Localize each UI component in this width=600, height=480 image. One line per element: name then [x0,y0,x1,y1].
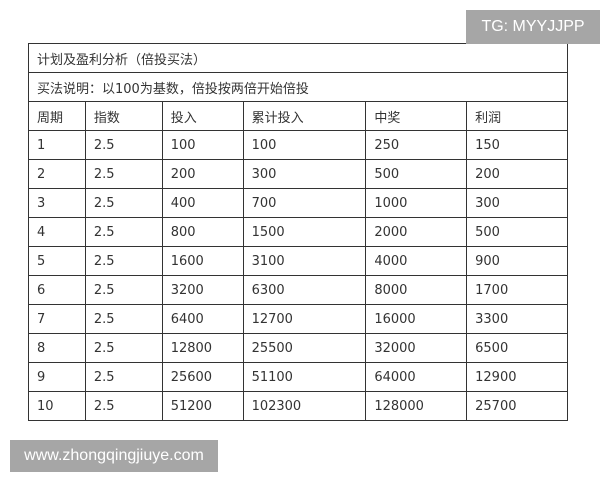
table-cell: 2.5 [84,275,163,305]
table-cell: 12700 [242,304,367,334]
table-row: 8 2.5 12800 25500 32000 6500 [28,333,568,363]
table-cell: 500 [365,159,468,189]
table-cell: 10 [28,391,86,421]
header-cell: 周期 [28,101,86,131]
table-cell: 51100 [242,362,367,392]
table-cell: 2.5 [84,130,163,160]
table-row: 3 2.5 400 700 1000 300 [28,188,568,218]
table-cell: 800 [161,217,244,247]
table-cell: 500 [466,217,568,247]
table-cell: 1500 [242,217,367,247]
table-cell: 2.5 [84,159,163,189]
table-cell: 1000 [365,188,468,218]
table-row: 7 2.5 6400 12700 16000 3300 [28,304,568,334]
table-cell: 1 [28,130,86,160]
table-cell: 6500 [466,333,568,363]
table-cell: 3100 [242,246,367,276]
table-row: 5 2.5 1600 3100 4000 900 [28,246,568,276]
table-cell: 12800 [161,333,244,363]
header-cell: 中奖 [365,101,468,131]
table-cell: 6400 [161,304,244,334]
table-cell: 200 [466,159,568,189]
table-cell: 1600 [161,246,244,276]
table-cell: 2.5 [84,304,163,334]
table-cell: 25500 [242,333,367,363]
table-cell: 100 [242,130,367,160]
table-cell: 64000 [365,362,468,392]
betting-plan-table: 计划及盈利分析（倍投买法） 买法说明：以100为基数，倍投按两倍开始倍投 周期 … [28,43,568,421]
table-cell: 6 [28,275,86,305]
table-cell: 32000 [365,333,468,363]
table-cell: 7 [28,304,86,334]
table-note: 买法说明：以100为基数，倍投按两倍开始倍投 [28,72,568,102]
table-cell: 51200 [161,391,244,421]
table-cell: 25700 [466,391,568,421]
table-cell: 5 [28,246,86,276]
table-cell: 128000 [365,391,468,421]
table-cell: 6300 [242,275,367,305]
table-row: 2 2.5 200 300 500 200 [28,159,568,189]
table-cell: 2.5 [84,391,163,421]
table-cell: 2.5 [84,188,163,218]
header-row: 周期 指数 投入 累计投入 中奖 利润 [28,101,568,131]
table-cell: 2.5 [84,246,163,276]
header-cell: 利润 [466,101,568,131]
table-cell: 4000 [365,246,468,276]
table-cell: 900 [466,246,568,276]
table-cell: 400 [161,188,244,218]
table-cell: 3200 [161,275,244,305]
table-cell: 4 [28,217,86,247]
table-cell: 8000 [365,275,468,305]
table-cell: 9 [28,362,86,392]
table-row: 9 2.5 25600 51100 64000 12900 [28,362,568,392]
header-cell: 指数 [84,101,163,131]
watermark-url: www.zhongqingjiuye.com [10,440,218,472]
table-cell: 3300 [466,304,568,334]
table-cell: 16000 [365,304,468,334]
table-cell: 8 [28,333,86,363]
table-cell: 300 [242,159,367,189]
table-cell: 2.5 [84,362,163,392]
table-cell: 150 [466,130,568,160]
table-cell: 2.5 [84,217,163,247]
table-cell: 12900 [466,362,568,392]
table-cell: 2.5 [84,333,163,363]
table-cell: 100 [161,130,244,160]
header-cell: 累计投入 [242,101,367,131]
table-row: 1 2.5 100 100 250 150 [28,130,568,160]
table-cell: 3 [28,188,86,218]
table-cell: 2 [28,159,86,189]
table-row: 4 2.5 800 1500 2000 500 [28,217,568,247]
table-cell: 700 [242,188,367,218]
table-cell: 2000 [365,217,468,247]
watermark-top: TG: MYYJJPP [466,10,600,44]
table-title: 计划及盈利分析（倍投买法） [28,43,568,73]
table-row: 10 2.5 51200 102300 128000 25700 [28,391,568,421]
header-cell: 投入 [161,101,244,131]
table-cell: 200 [161,159,244,189]
table-cell: 1700 [466,275,568,305]
table-cell: 300 [466,188,568,218]
table-row: 6 2.5 3200 6300 8000 1700 [28,275,568,305]
table-cell: 25600 [161,362,244,392]
table-cell: 102300 [242,391,367,421]
table-cell: 250 [365,130,468,160]
